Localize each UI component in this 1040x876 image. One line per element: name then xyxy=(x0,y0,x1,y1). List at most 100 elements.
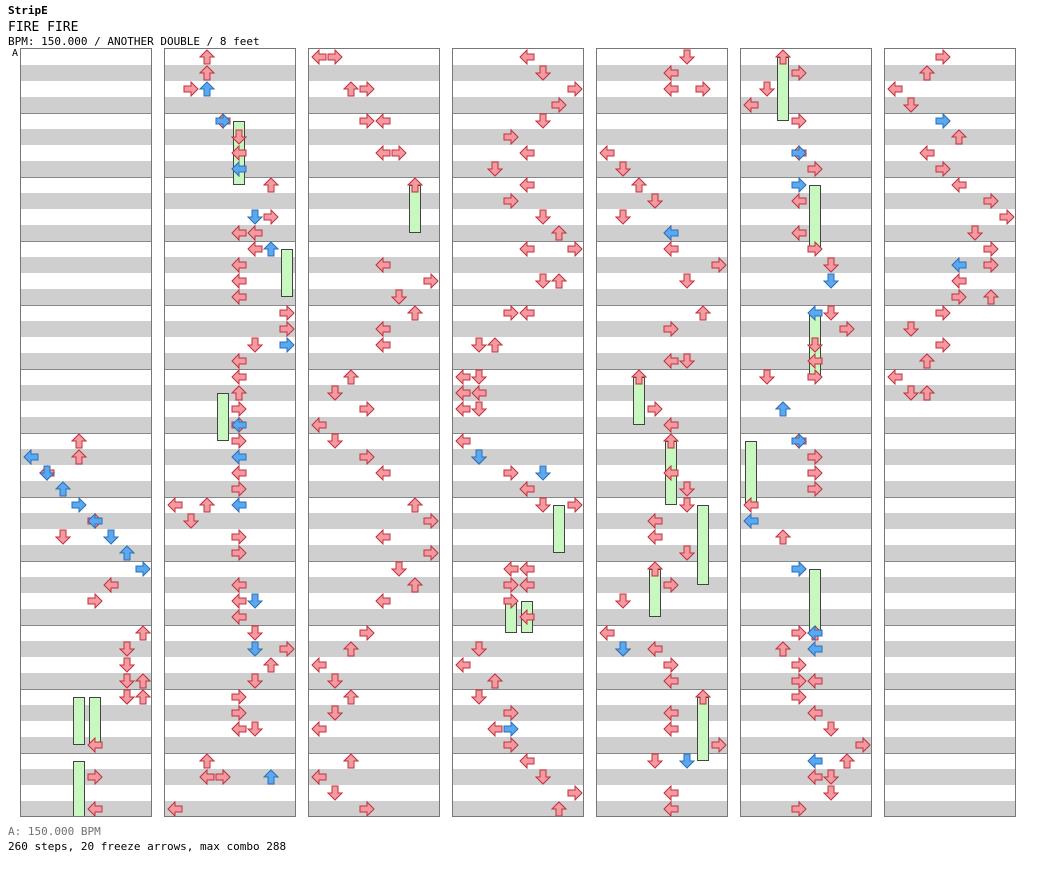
measure-line xyxy=(309,177,439,178)
down-arrow-icon xyxy=(535,273,551,289)
up-arrow-icon xyxy=(775,401,791,417)
up-arrow-icon xyxy=(71,449,87,465)
down-arrow-icon xyxy=(679,481,695,497)
right-arrow-icon xyxy=(231,689,247,705)
measure-line xyxy=(453,689,583,690)
down-arrow-icon xyxy=(471,449,487,465)
down-arrow-icon xyxy=(247,673,263,689)
right-arrow-icon xyxy=(231,529,247,545)
right-arrow-icon xyxy=(359,113,375,129)
up-arrow-icon xyxy=(487,337,503,353)
left-arrow-icon xyxy=(887,81,903,97)
left-arrow-icon xyxy=(87,737,103,753)
measure-line xyxy=(741,305,871,306)
down-arrow-icon xyxy=(327,705,343,721)
left-arrow-icon xyxy=(519,177,535,193)
left-arrow-icon xyxy=(791,193,807,209)
freeze-arrow xyxy=(697,697,709,761)
freeze-arrow xyxy=(281,249,293,297)
down-arrow-icon xyxy=(247,593,263,609)
left-arrow-icon xyxy=(663,673,679,689)
up-arrow-icon xyxy=(343,753,359,769)
left-arrow-icon xyxy=(231,721,247,737)
right-arrow-icon xyxy=(791,113,807,129)
left-arrow-icon xyxy=(375,593,391,609)
measure-line xyxy=(21,241,151,242)
measure-line xyxy=(741,241,871,242)
right-arrow-icon xyxy=(503,465,519,481)
left-arrow-icon xyxy=(167,801,183,816)
freeze-arrow xyxy=(73,697,85,745)
measure-line xyxy=(885,241,1015,242)
down-arrow-icon xyxy=(759,81,775,97)
down-arrow-icon xyxy=(535,209,551,225)
up-arrow-icon xyxy=(199,65,215,81)
measure-line xyxy=(597,241,727,242)
left-arrow-icon xyxy=(311,49,327,65)
left-arrow-icon xyxy=(375,257,391,273)
down-arrow-icon xyxy=(327,433,343,449)
down-arrow-icon xyxy=(823,785,839,801)
down-arrow-icon xyxy=(535,769,551,785)
up-arrow-icon xyxy=(551,225,567,241)
freeze-arrow xyxy=(745,441,757,505)
down-arrow-icon xyxy=(647,753,663,769)
measure-line xyxy=(21,305,151,306)
right-arrow-icon xyxy=(279,321,295,337)
right-arrow-icon xyxy=(935,49,951,65)
measure-line xyxy=(597,305,727,306)
right-arrow-icon xyxy=(503,305,519,321)
right-arrow-icon xyxy=(503,721,519,737)
left-arrow-icon xyxy=(87,801,103,816)
right-arrow-icon xyxy=(567,241,583,257)
left-arrow-icon xyxy=(375,337,391,353)
measure-line xyxy=(885,433,1015,434)
measure-line xyxy=(741,689,871,690)
chart-column-2 xyxy=(164,48,296,817)
up-arrow-icon xyxy=(775,529,791,545)
up-arrow-icon xyxy=(199,49,215,65)
measure-line xyxy=(597,497,727,498)
up-arrow-icon xyxy=(631,177,647,193)
right-arrow-icon xyxy=(663,577,679,593)
up-arrow-icon xyxy=(551,801,567,816)
left-arrow-icon xyxy=(375,145,391,161)
left-arrow-icon xyxy=(663,801,679,816)
down-arrow-icon xyxy=(247,721,263,737)
left-arrow-icon xyxy=(663,81,679,97)
left-arrow-icon xyxy=(519,609,535,625)
down-arrow-icon xyxy=(119,657,135,673)
down-arrow-icon xyxy=(615,593,631,609)
right-arrow-icon xyxy=(791,145,807,161)
left-arrow-icon xyxy=(519,753,535,769)
left-arrow-icon xyxy=(951,257,967,273)
measure-line xyxy=(741,177,871,178)
right-arrow-icon xyxy=(71,497,87,513)
down-arrow-icon xyxy=(823,305,839,321)
down-arrow-icon xyxy=(807,337,823,353)
left-arrow-icon xyxy=(887,369,903,385)
left-arrow-icon xyxy=(455,401,471,417)
right-arrow-icon xyxy=(263,209,279,225)
measure-line xyxy=(597,561,727,562)
measure-line xyxy=(453,497,583,498)
left-arrow-icon xyxy=(951,177,967,193)
down-arrow-icon xyxy=(391,289,407,305)
up-arrow-icon xyxy=(71,433,87,449)
down-arrow-icon xyxy=(967,225,983,241)
down-arrow-icon xyxy=(535,65,551,81)
up-arrow-icon xyxy=(919,353,935,369)
right-arrow-icon xyxy=(567,81,583,97)
right-arrow-icon xyxy=(935,337,951,353)
right-arrow-icon xyxy=(647,401,663,417)
down-arrow-icon xyxy=(247,641,263,657)
left-arrow-icon xyxy=(455,369,471,385)
measure-line xyxy=(597,753,727,754)
measure-line xyxy=(741,561,871,562)
right-arrow-icon xyxy=(215,769,231,785)
measure-line xyxy=(597,625,727,626)
up-arrow-icon xyxy=(407,305,423,321)
left-arrow-icon xyxy=(663,417,679,433)
measure-line xyxy=(885,625,1015,626)
up-arrow-icon xyxy=(231,385,247,401)
